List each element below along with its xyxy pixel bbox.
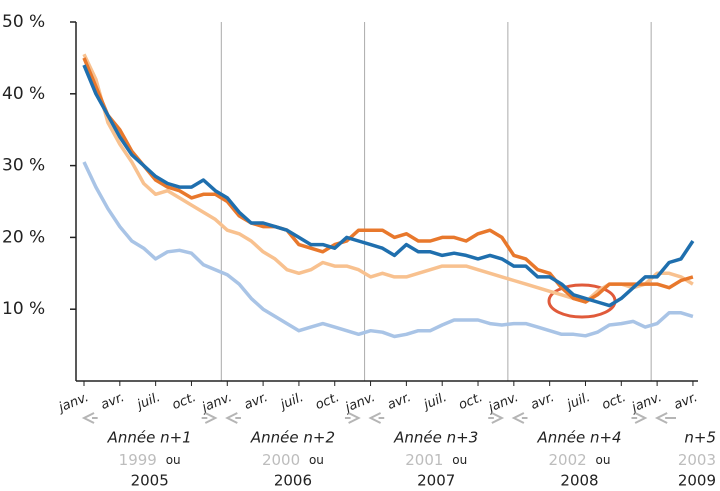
year: 2009 [678,472,716,490]
year: 2006 [274,472,312,490]
y-tick-label: 10 % [2,299,45,319]
arrow-head [348,412,361,424]
alt-year: 2000 [262,451,300,469]
group-label: Année n+4 [536,429,621,447]
x-tick-label: janv. [198,390,234,416]
x-tick-label: janv. [55,390,91,416]
series-line [82,57,694,304]
alt-year: 2002 [549,451,587,469]
year: 2007 [417,472,455,490]
connector: ou [166,453,181,467]
arrow-head [634,412,648,424]
series-line [82,53,694,304]
connector: ou [309,453,324,467]
x-tick-label: juil. [563,390,592,413]
connector: ou [596,453,611,467]
series-line [82,161,694,339]
label-bg [384,416,489,430]
x-tick-label: juil. [277,390,306,413]
arrow-head [368,412,382,424]
x-tick-label: oct. [170,390,198,413]
arrow-head [654,412,668,424]
y-tick-label: 40 % [2,84,45,104]
alt-year-line: 2002 ou [549,451,611,469]
year: 2005 [131,472,169,490]
x-tick-label: oct. [457,390,485,413]
x-tick-label: oct. [600,390,628,413]
y-tick-label: 30 % [2,156,45,176]
arrow-head [491,412,505,424]
x-tick-label: avr. [672,390,700,413]
label-bg [527,416,632,430]
x-tick-label: juil. [420,390,449,413]
label-bg [676,416,716,430]
alt-year-line: 2003 [678,451,716,469]
arrow-head [204,412,218,424]
year: 2008 [560,472,598,490]
connector: ou [452,453,467,467]
alt-year-line: 2001 ou [405,451,467,469]
alt-year-line: 1999 ou [119,451,181,469]
x-tick-label: janv. [485,390,521,416]
x-tick-label: avr. [99,390,127,413]
arrow-head [225,412,238,424]
series-line [82,64,695,308]
x-tick-label: juil. [133,390,162,413]
x-tick-label: oct. [313,390,341,413]
arrow-head [511,412,525,424]
y-tick-label: 50 % [2,12,45,32]
y-tick-label: 20 % [2,227,45,247]
alt-year: 1999 [119,451,157,469]
label-bg [240,416,345,430]
x-tick-label: janv. [628,390,664,416]
alt-year: 2003 [678,451,716,469]
group-label: Année n+2 [250,429,335,447]
x-tick-label: avr. [385,390,413,413]
x-tick-label: avr. [529,390,557,413]
arrow-head [81,412,95,424]
x-tick-label: janv. [342,390,378,416]
group-label: n+5 [684,429,716,447]
group-label: Année n+1 [107,429,192,447]
group-label: Année n+3 [393,429,478,447]
label-bg [97,416,202,430]
alt-year-line: 2000 ou [262,451,324,469]
alt-year: 2001 [405,451,443,469]
x-tick-label: avr. [242,390,270,413]
